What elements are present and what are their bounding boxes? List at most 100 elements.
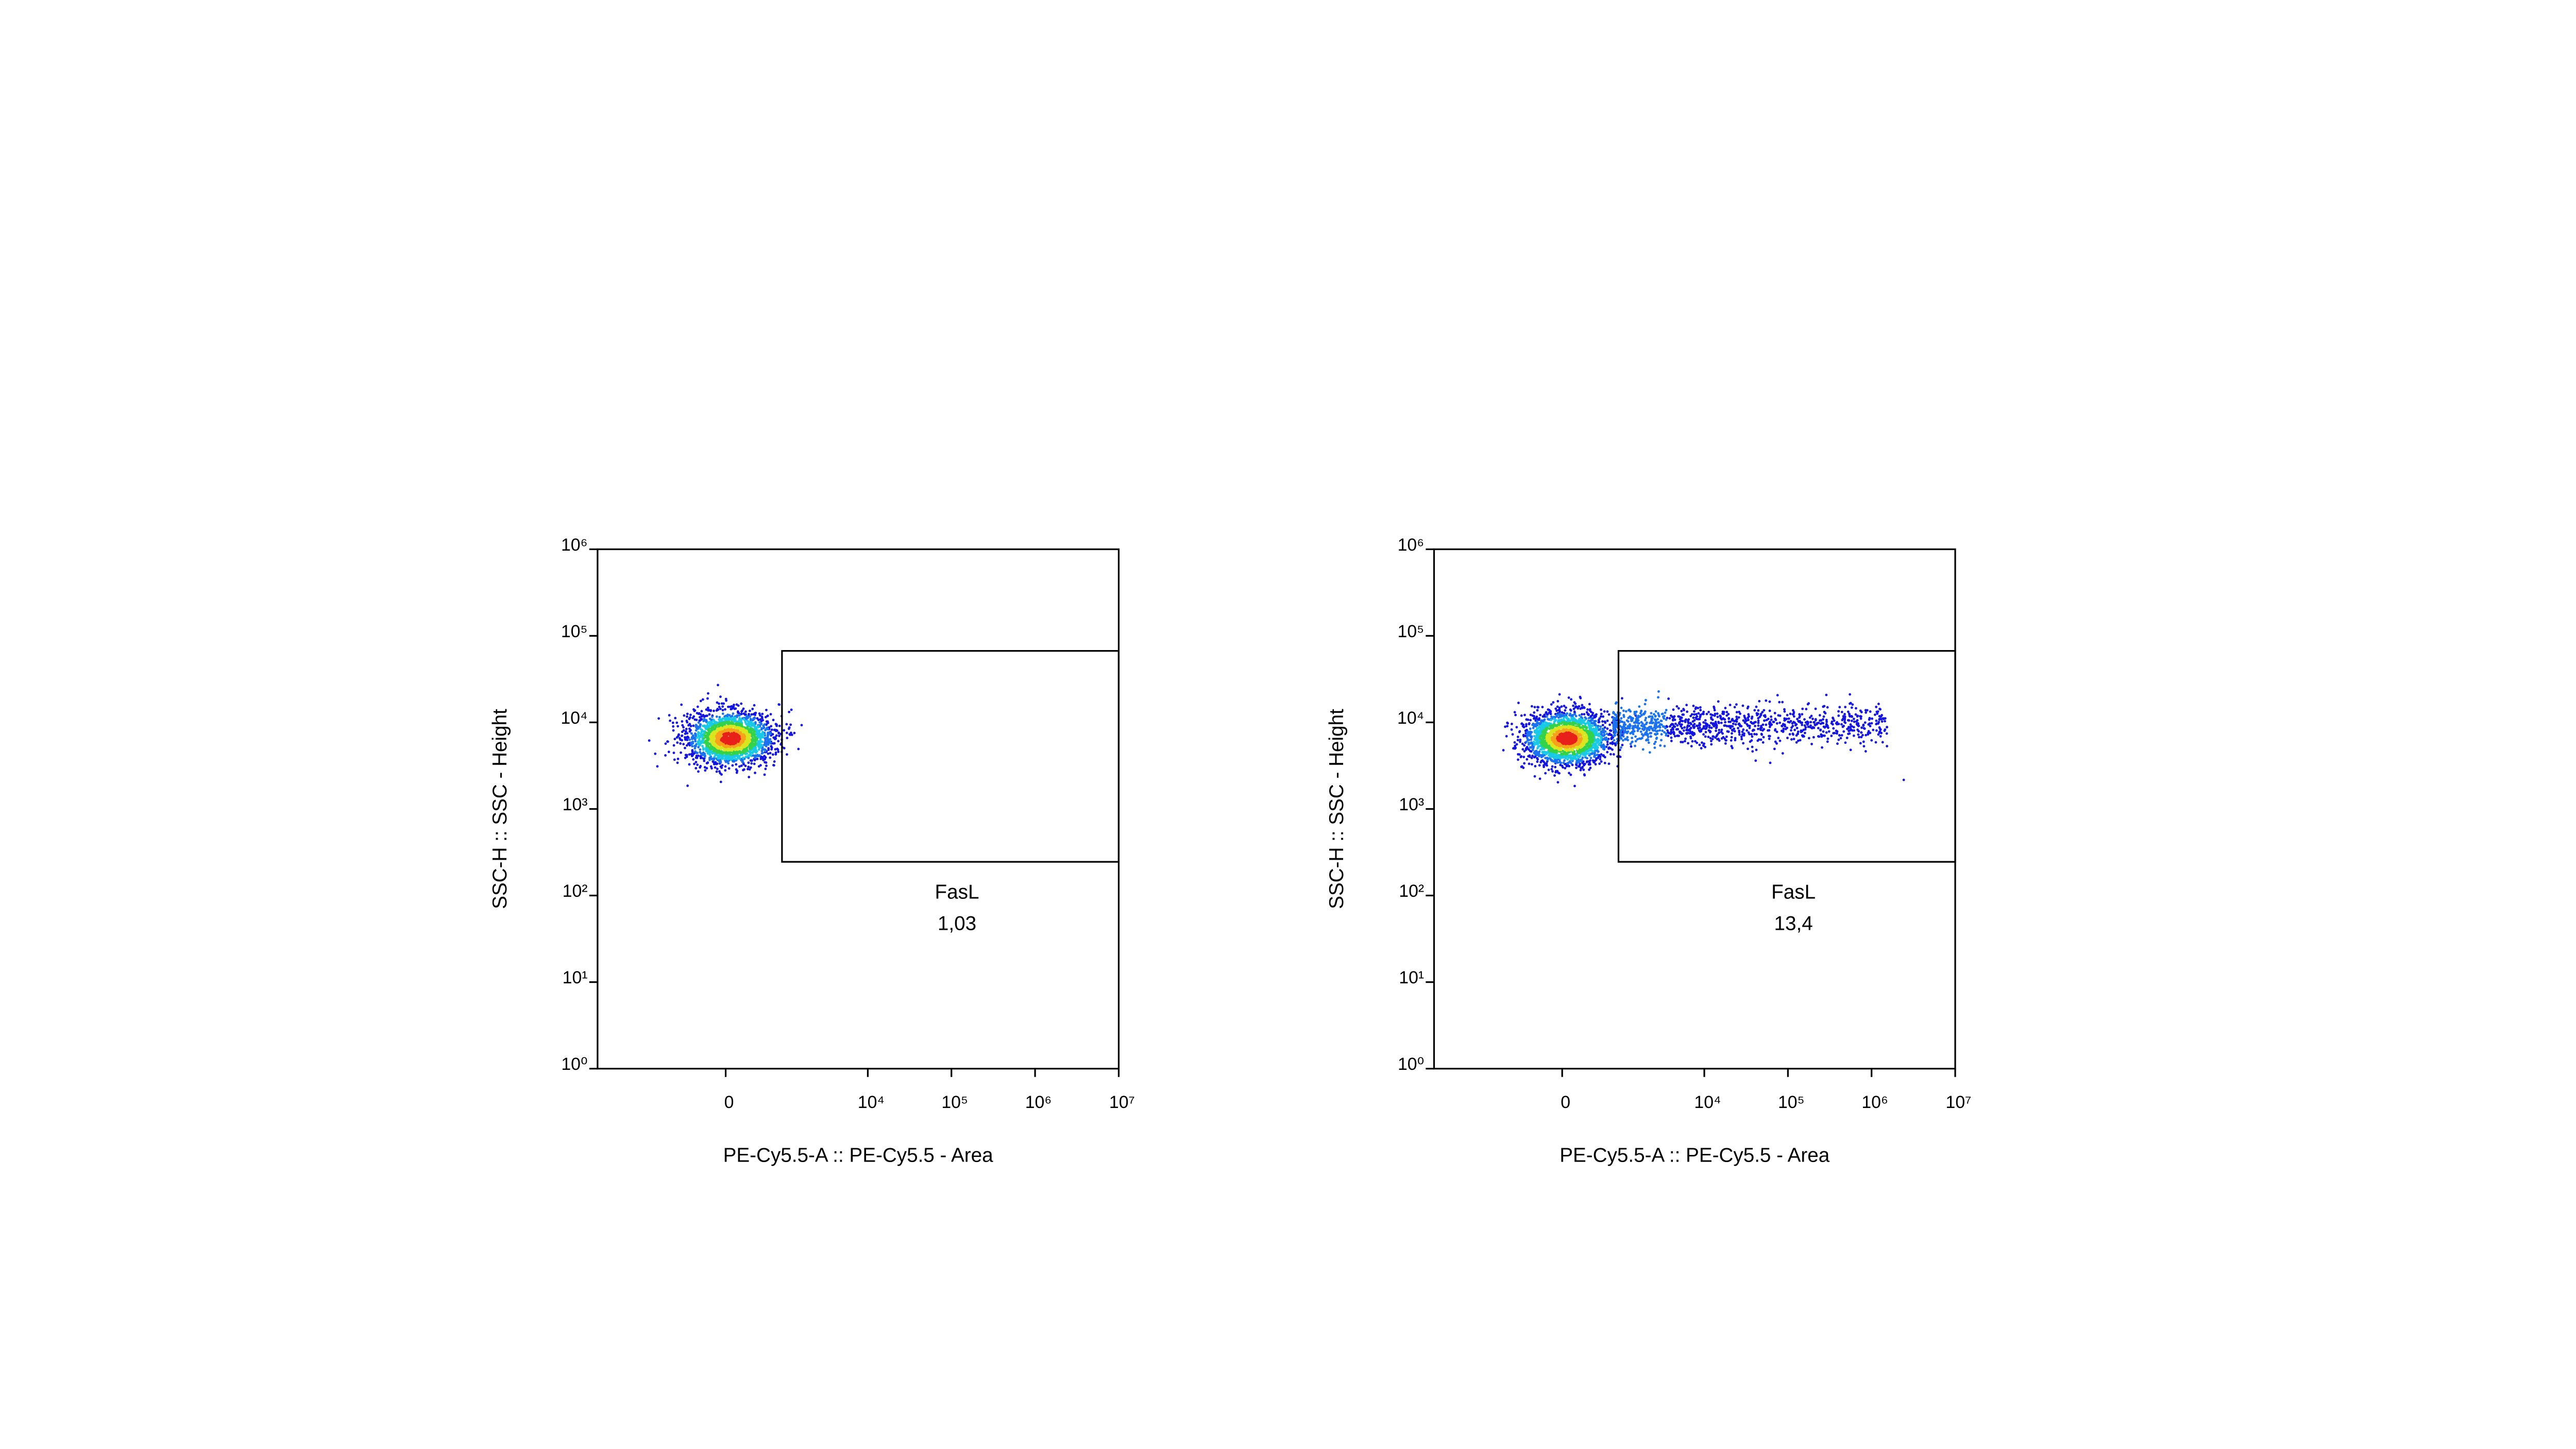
event-dot <box>656 765 659 768</box>
event-dot <box>1699 709 1702 712</box>
event-dot <box>1747 719 1750 722</box>
event-dot <box>765 764 768 768</box>
event-dot <box>1727 720 1731 723</box>
event-dot <box>1655 722 1658 725</box>
event-dot <box>1603 710 1606 713</box>
event-dot <box>774 748 777 751</box>
event-dot <box>1589 759 1591 762</box>
event-dot <box>1690 745 1693 748</box>
event-dot <box>1862 745 1866 748</box>
event-dot <box>1801 723 1804 726</box>
event-dot <box>1859 742 1862 745</box>
event-dot <box>679 742 682 745</box>
event-dot <box>1534 765 1537 768</box>
event-dot <box>676 741 679 744</box>
event-dot <box>703 766 706 769</box>
event-dot <box>1613 720 1616 723</box>
event-dot <box>699 748 702 751</box>
event-dot <box>676 757 680 760</box>
event-dot <box>1681 713 1684 716</box>
event-dot <box>1849 748 1852 752</box>
event-dot <box>1619 746 1622 749</box>
event-dot <box>1850 706 1853 709</box>
event-dot <box>751 707 754 710</box>
event-dot <box>691 740 694 743</box>
event-dot <box>1702 727 1705 730</box>
event-dot <box>1862 727 1866 730</box>
event-dot <box>1757 724 1760 727</box>
event-dot <box>1641 748 1645 751</box>
event-dot <box>1755 705 1758 708</box>
event-dot <box>732 725 735 728</box>
event-dot <box>1530 730 1533 734</box>
event-dot <box>1513 711 1516 714</box>
event-dot <box>1851 725 1853 728</box>
event-dot <box>1530 736 1533 739</box>
event-dot <box>761 717 764 720</box>
event-dot <box>1781 725 1784 728</box>
event-dot <box>1674 722 1677 725</box>
event-dot <box>1744 719 1748 722</box>
event-dot <box>1859 715 1861 718</box>
event-dot <box>754 713 757 717</box>
event-dot <box>1522 726 1526 728</box>
event-dot <box>1748 715 1751 718</box>
event-dot <box>1518 730 1521 733</box>
event-dot <box>1609 753 1612 756</box>
event-dot <box>689 713 692 717</box>
event-dot <box>648 739 651 742</box>
event-dot <box>691 749 694 752</box>
event-dot <box>1639 730 1642 733</box>
event-dot <box>1668 717 1671 720</box>
event-dot <box>1640 709 1643 712</box>
event-dot <box>1528 723 1531 726</box>
event-dot <box>1539 713 1542 717</box>
plot-frame <box>597 548 1120 1070</box>
event-dot <box>1880 714 1884 717</box>
event-dot <box>1822 705 1825 708</box>
event-dot <box>1858 736 1860 739</box>
event-dot <box>777 740 780 743</box>
event-dot <box>1767 729 1769 732</box>
event-dot <box>1572 704 1575 707</box>
event-dot <box>1562 761 1565 764</box>
event-dot <box>1673 735 1676 738</box>
event-dot <box>1730 739 1733 742</box>
density-cloud <box>648 684 803 787</box>
event-dot <box>1693 719 1696 722</box>
event-dot <box>1848 729 1851 732</box>
event-dot <box>1793 721 1797 724</box>
event-dot <box>1683 726 1686 729</box>
event-dot <box>1511 723 1513 725</box>
event-dot <box>724 708 726 711</box>
event-dot <box>1639 737 1642 740</box>
event-dot <box>715 709 718 712</box>
event-dot <box>1886 726 1889 728</box>
event-dot <box>719 735 722 738</box>
event-dot <box>693 747 697 750</box>
event-dot <box>1628 724 1631 727</box>
y-axis-label: SSC-H :: SSC - Height <box>489 709 511 909</box>
event-dot <box>1701 741 1703 744</box>
event-dot <box>1637 722 1639 725</box>
event-dot <box>1551 765 1554 768</box>
event-dot <box>1735 711 1738 713</box>
event-dot <box>1642 712 1645 715</box>
event-dot <box>1729 726 1732 729</box>
event-dot <box>1641 727 1644 730</box>
event-dot <box>1643 703 1647 706</box>
x-axis-label: PE-Cy5.5-A :: PE-Cy5.5 - Area <box>723 1145 993 1167</box>
event-dot <box>1700 747 1703 750</box>
event-dot <box>1835 729 1838 732</box>
event-dot <box>1713 714 1716 717</box>
event-dot <box>1784 727 1787 730</box>
event-dot <box>704 769 707 772</box>
event-dot <box>715 715 718 718</box>
event-dot <box>1720 721 1723 724</box>
event-dot <box>758 721 761 724</box>
event-dot <box>676 761 679 764</box>
event-dot <box>1574 722 1578 725</box>
event-dot <box>1651 728 1654 731</box>
event-dot <box>682 743 685 746</box>
event-dot <box>1763 719 1766 722</box>
